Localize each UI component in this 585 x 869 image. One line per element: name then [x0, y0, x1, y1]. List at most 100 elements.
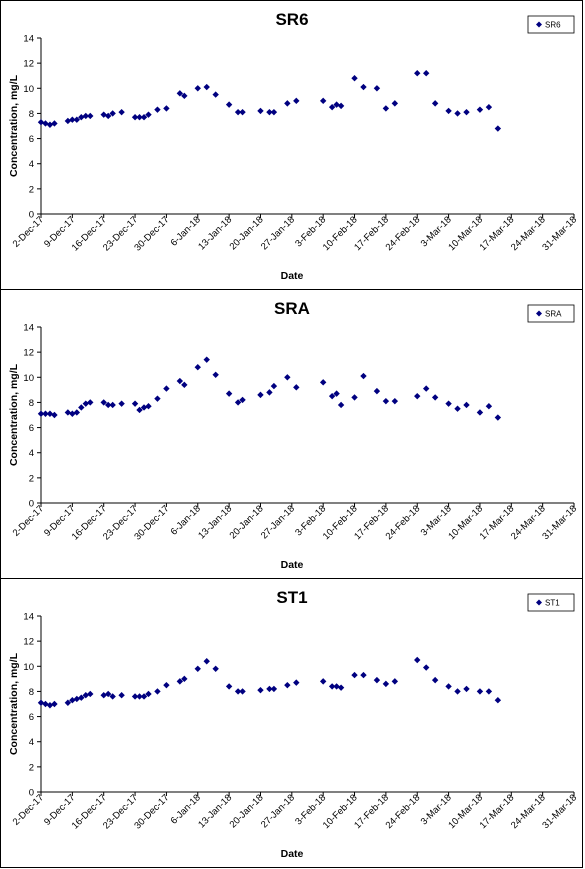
data-point — [454, 110, 461, 117]
data-point — [360, 372, 367, 380]
y-tick-label: 12 — [23, 348, 34, 359]
data-point — [145, 690, 152, 698]
data-point — [382, 105, 390, 112]
data-point — [239, 108, 246, 116]
data-point — [87, 690, 94, 698]
data-point — [104, 401, 112, 409]
data-point — [136, 114, 143, 121]
data-point — [239, 396, 246, 404]
data-point — [73, 695, 81, 703]
data-point — [42, 700, 49, 708]
data-point — [257, 391, 264, 399]
data-point — [194, 85, 201, 92]
y-axis-title: Concentration, mg/L — [8, 363, 20, 466]
y-tick-label: 6 — [29, 423, 34, 434]
data-point — [284, 100, 291, 107]
y-tick-label: 4 — [29, 448, 34, 459]
y-tick-label: 2 — [29, 473, 34, 484]
data-point — [337, 401, 345, 409]
legend-label: SR6 — [545, 21, 561, 30]
data-point — [333, 101, 340, 108]
y-tick-label: 2 — [29, 762, 34, 773]
data-point — [194, 665, 201, 672]
data-point — [422, 385, 430, 392]
data-point — [270, 685, 278, 693]
x-tick-label: 27-Jan-18 — [259, 792, 297, 830]
data-point — [51, 411, 58, 419]
x-tick-label: 31-Mar-18 — [540, 214, 579, 253]
legend: SRA — [527, 304, 575, 323]
data-point — [194, 364, 201, 371]
data-point — [293, 97, 300, 105]
data-point — [431, 394, 439, 401]
data-point — [391, 678, 399, 685]
x-tick-label: 31-Mar-18 — [540, 503, 579, 542]
data-point — [234, 399, 242, 406]
data-point — [431, 676, 439, 684]
data-point — [431, 100, 439, 107]
data-point — [293, 384, 300, 391]
legend-marker — [536, 21, 542, 28]
chart-title: ST1 — [276, 588, 307, 607]
data-point — [373, 387, 381, 395]
y-tick-label: 6 — [29, 134, 34, 145]
x-axis-title: Date — [281, 559, 304, 571]
data-point — [328, 392, 336, 400]
y-tick-label: 8 — [29, 687, 34, 698]
data-point — [257, 686, 264, 694]
y-tick-label: 4 — [29, 737, 34, 748]
y-tick-label: 12 — [23, 59, 34, 70]
x-tick-label: 31-Mar-18 — [540, 792, 579, 831]
data-point — [69, 410, 76, 417]
y-tick-label: 12 — [23, 637, 34, 648]
chart-svg-st1: ST1024681012142-Dec-179-Dec-1716-Dec-172… — [8, 588, 579, 860]
y-axis-title: Concentration, mg/L — [8, 652, 20, 755]
x-tick-label: 24-Feb-18 — [384, 792, 423, 831]
data-point — [225, 101, 233, 108]
data-point — [337, 102, 345, 110]
data-point — [382, 680, 390, 688]
data-point — [176, 678, 184, 685]
data-point — [163, 385, 170, 392]
data-point — [485, 688, 493, 695]
data-point — [163, 681, 170, 689]
data-point — [154, 395, 161, 402]
data-point — [494, 697, 502, 704]
data-point — [270, 108, 278, 116]
data-point — [100, 111, 107, 118]
legend-marker — [536, 310, 542, 317]
data-point — [212, 91, 219, 98]
data-point — [485, 403, 493, 410]
data-point — [391, 100, 399, 107]
legend: ST1 — [527, 593, 575, 612]
data-point — [422, 70, 430, 77]
data-point — [234, 108, 242, 116]
data-point — [145, 111, 152, 118]
data-point — [422, 664, 430, 671]
data-point — [225, 683, 233, 690]
y-tick-label: 14 — [23, 323, 34, 334]
data-point — [373, 676, 381, 684]
data-point — [414, 70, 421, 77]
data-point — [414, 656, 421, 664]
chart-title: SR6 — [275, 10, 308, 29]
x-tick-label: 27-Jan-18 — [259, 214, 297, 252]
data-point — [136, 406, 143, 414]
y-tick-label: 0 — [29, 210, 34, 221]
data-point — [319, 379, 327, 386]
data-point — [333, 390, 340, 397]
data-point — [163, 105, 170, 112]
y-tick-label: 2 — [29, 184, 34, 195]
data-point — [212, 371, 219, 378]
legend-box — [527, 593, 575, 612]
data-point — [463, 108, 470, 116]
x-tick-label: 24-Feb-18 — [384, 503, 423, 542]
data-point — [104, 690, 112, 698]
data-point — [239, 688, 246, 695]
data-point — [445, 400, 452, 407]
data-point — [140, 404, 148, 411]
data-point — [37, 410, 45, 417]
legend-box — [527, 15, 575, 34]
y-tick-label: 8 — [29, 398, 34, 409]
data-point — [37, 119, 45, 126]
